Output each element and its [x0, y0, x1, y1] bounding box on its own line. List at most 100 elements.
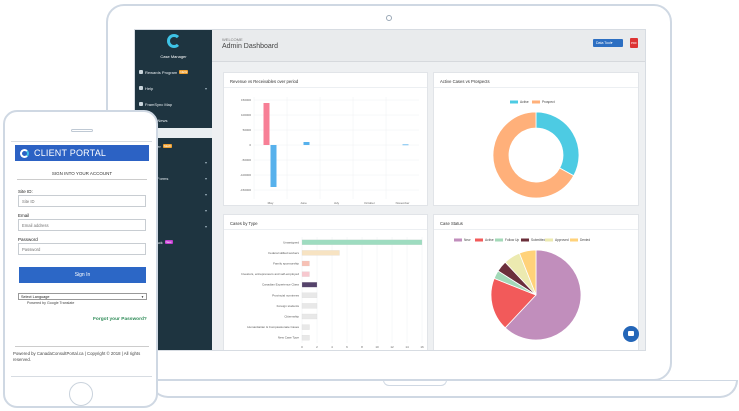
chevron-down-icon: ▾	[204, 175, 207, 181]
bar	[301, 239, 423, 245]
data-tool-label: Data Tool	[596, 41, 611, 45]
signin-button[interactable]: Sign In	[19, 267, 146, 283]
case-status-card: Case Status New Active Follow Up Submitted A…	[433, 214, 639, 350]
chevron-down-icon: ▾	[204, 207, 207, 213]
legend-label: Active	[520, 100, 529, 104]
language-select[interactable]: Select Language ▼	[18, 293, 147, 300]
signin-heading: SIGN INTO YOUR ACCOUNT	[17, 171, 147, 180]
y-tick-label: Citizenship	[284, 315, 299, 319]
bar	[270, 145, 277, 187]
bar	[301, 260, 310, 267]
app-logo[interactable]: Case Manager	[135, 30, 212, 62]
y-tick-label: Family sponsorship	[273, 262, 299, 266]
sidebar-item-label: Help	[145, 85, 154, 91]
chat-button[interactable]	[623, 326, 639, 342]
x-tick-label: 10	[375, 345, 379, 349]
x-tick-label: 14	[405, 345, 409, 349]
y-tick-label: 100000	[241, 113, 251, 117]
x-tick-label: June	[300, 201, 307, 205]
client-portal-screen: CLIENT PORTAL SIGN INTO YOUR ACCOUNT Sit…	[11, 141, 152, 377]
powered-by-translate: Powered by Google Translate	[27, 301, 75, 305]
bar	[301, 335, 310, 341]
cases-type-card: Cases by Type 0 2 4 6 8 10 12 14 16 Unassigned Fed…	[223, 214, 428, 350]
pdf-icon[interactable]: PDF	[630, 38, 638, 48]
legend-label: New	[464, 238, 471, 242]
portal-footer: Powered by CanadaConsultPortal.ca | Copy…	[13, 351, 141, 362]
phone-speaker	[71, 129, 93, 132]
new-badge: NEW	[162, 144, 172, 148]
logo-icon	[166, 34, 181, 48]
sidebar-item-map[interactable]: FramSync Map	[135, 96, 212, 112]
language-select-value: Select Language	[21, 294, 50, 299]
portal-header: CLIENT PORTAL	[15, 145, 149, 161]
password-input[interactable]	[18, 243, 146, 255]
legend-label: Denied	[580, 238, 590, 242]
legend-label: Follow Up	[505, 238, 519, 242]
password-label: Password	[18, 237, 38, 242]
forgot-password-link[interactable]: Forgot your Password?	[93, 317, 147, 322]
cases-type-chart: 0 2 4 6 8 10 12 14 16 Unassigned Federal skilled w…	[241, 237, 424, 349]
legend-swatch	[545, 238, 553, 242]
portal-title: CLIENT PORTAL	[34, 148, 107, 158]
x-tick-label: November	[396, 201, 410, 205]
legend-swatch	[532, 100, 540, 104]
sidebar-item-label: Rewards Program	[145, 69, 178, 75]
y-tick-label: 50000	[243, 128, 252, 132]
x-tick-label: 0	[301, 345, 303, 349]
active-prospects-card: Active Cases vs Prospects Active Prospect	[433, 72, 639, 206]
card-divider	[434, 87, 638, 88]
legend-label: Submitted	[531, 238, 546, 242]
star-icon	[139, 70, 143, 74]
bar	[263, 103, 270, 145]
donut-slice	[492, 111, 575, 199]
card-divider	[434, 229, 638, 230]
sidebar-active-row[interactable]	[135, 128, 212, 138]
x-tick-label: October	[364, 201, 375, 205]
sidebar-item-help[interactable]: Help ▾	[135, 80, 212, 96]
card-divider	[224, 87, 427, 88]
x-tick-label: 2	[316, 345, 318, 349]
active-prospects-chart: Active Prospect	[492, 100, 580, 199]
laptop-camera	[386, 15, 392, 21]
dashboard-screen: Case Manager Rewards Program NEW Help ▾ …	[134, 29, 646, 351]
x-tick-label: 8	[361, 345, 363, 349]
bar	[303, 142, 310, 145]
y-tick-label: -50000	[242, 158, 252, 162]
legend-label: Prospect	[542, 100, 555, 104]
bar	[301, 313, 318, 320]
card-title: Revenue vs Receivables over period	[230, 79, 299, 84]
x-tick-label: 6	[346, 345, 348, 349]
chevron-down-icon: ▾	[204, 191, 207, 197]
site-id-input[interactable]	[18, 195, 146, 207]
new-badge: New	[164, 240, 173, 244]
legend-swatch	[570, 238, 578, 242]
bar	[301, 250, 340, 256]
app-name: Case Manager	[160, 54, 187, 59]
chevron-down-icon: ▾	[204, 159, 207, 165]
sidebar-item-rewards[interactable]: Rewards Program NEW	[135, 64, 212, 80]
pie-slice	[504, 249, 582, 341]
legend-swatch	[475, 238, 483, 242]
new-badge: NEW	[179, 70, 189, 74]
y-tick-label: Canadian Experience Class	[262, 283, 300, 287]
help-icon	[139, 86, 143, 90]
revenue-chart: 150000 100000 50000 0 -50000 -100000 -150000 Ma…	[240, 97, 419, 205]
x-tick-label: 4	[331, 345, 333, 349]
bar	[301, 282, 318, 288]
x-tick-label: 16	[420, 345, 424, 349]
y-tick-label: Humanitarian & Compassionate Cases	[247, 325, 299, 329]
page-title: Admin Dashboard	[222, 43, 279, 50]
y-tick-label: Provincial nominees	[272, 293, 299, 297]
bar	[301, 292, 318, 298]
data-tool-button[interactable]: Data Tool ▾	[593, 39, 623, 47]
x-tick-label: 12	[390, 345, 394, 349]
phone-home-button	[69, 382, 93, 406]
portal-logo-icon	[20, 148, 29, 158]
chevron-down-icon: ▼	[141, 294, 144, 299]
email-input[interactable]	[18, 219, 146, 231]
bar	[402, 144, 409, 146]
header-bar: WELCOME Admin Dashboard Data Tool ▾ PDF	[212, 30, 645, 62]
bar	[301, 303, 318, 309]
donut-slice	[535, 111, 580, 177]
